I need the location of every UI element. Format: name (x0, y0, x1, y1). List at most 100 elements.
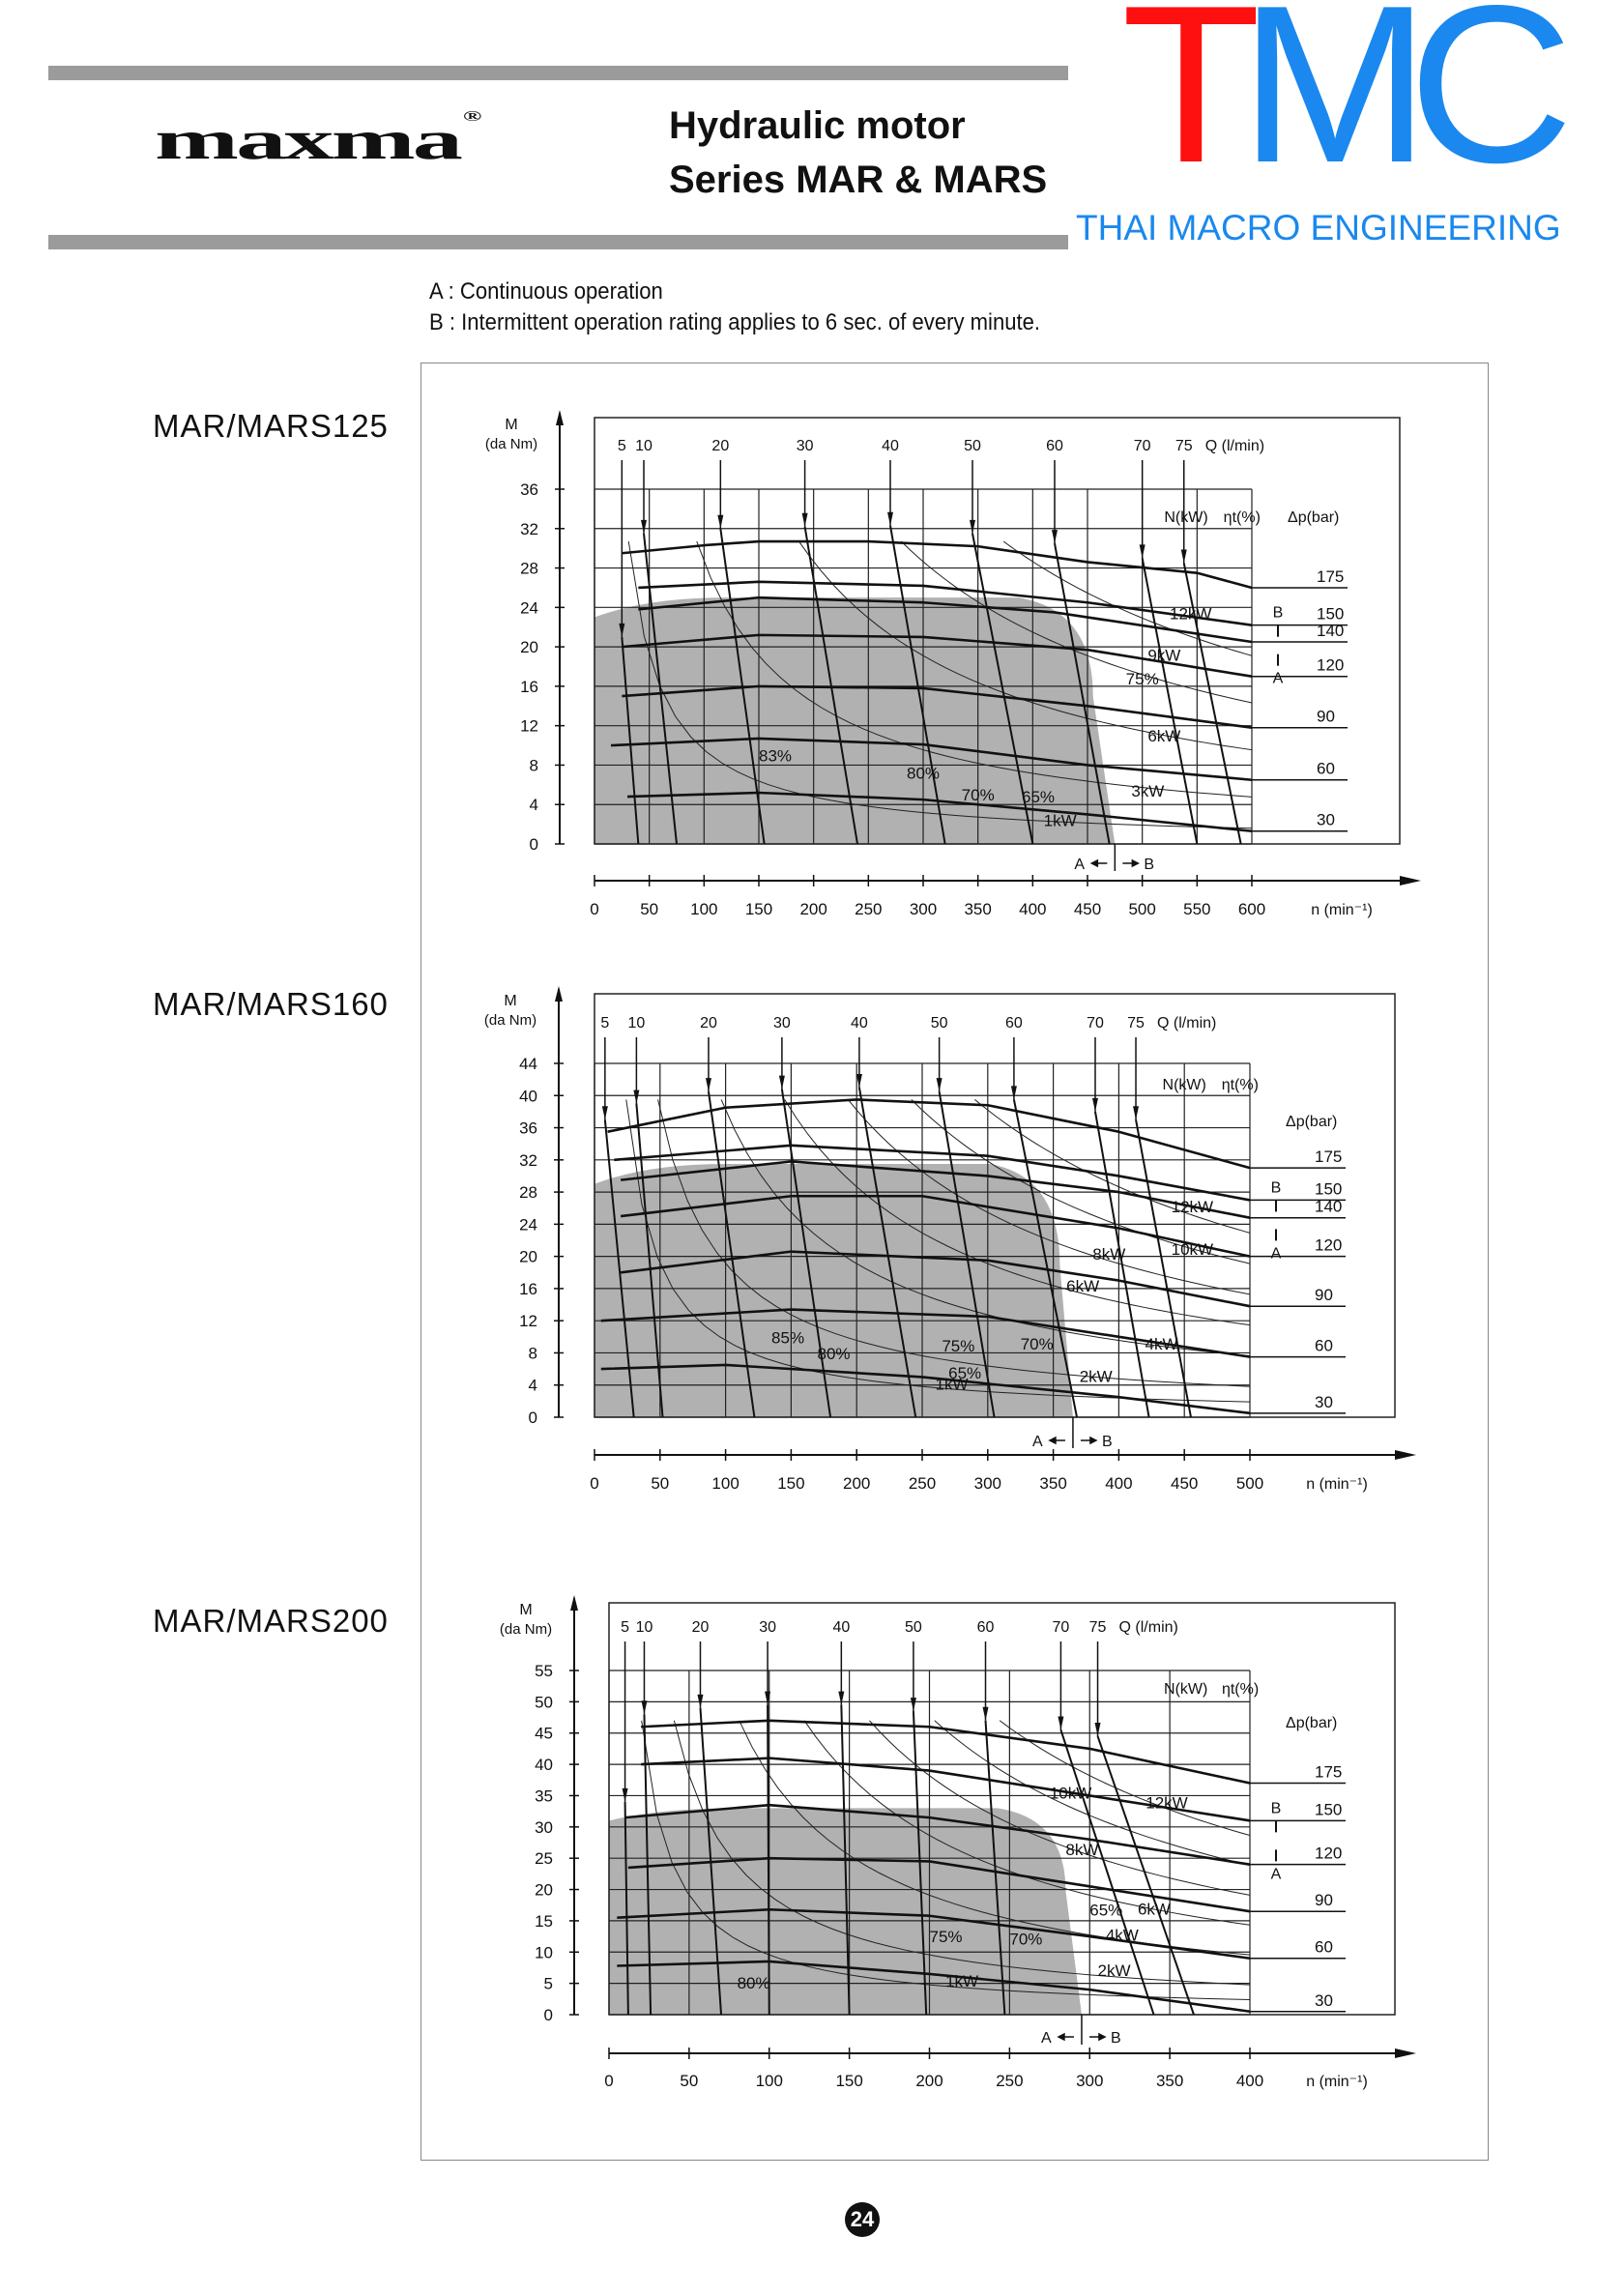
y-tick-label: 20 (520, 638, 538, 656)
y-tick-label: 15 (535, 1912, 553, 1931)
pressure-curve-120bar (620, 1194, 1251, 1258)
flow-arrow-icon (601, 1106, 608, 1120)
pressure-curve-30bar (600, 1363, 1251, 1415)
pressure-header: Δp(bar) (1286, 1715, 1337, 1731)
flow-line-10 (643, 1714, 652, 2016)
y-tick-label: 50 (535, 1693, 553, 1711)
flow-unit-label: Q (l/min) (1157, 1015, 1216, 1031)
flow-line-30 (767, 1704, 770, 2016)
flow-label: 75 (1127, 1015, 1145, 1031)
pressure-curve-150bar (638, 580, 1253, 626)
pressure-curve-175bar (622, 539, 1253, 590)
flow-line-20 (719, 528, 766, 845)
flow-label: 20 (711, 438, 729, 454)
y-tick-label: 0 (529, 1409, 537, 1427)
flow-unit-label: Q (l/min) (1205, 438, 1264, 454)
flow-label: 70 (1053, 1619, 1070, 1636)
y-tick-label: 5 (544, 1975, 553, 1993)
continuous-operation-region (594, 597, 1116, 844)
flow-label: 40 (851, 1015, 868, 1031)
x-tick-label: 0 (590, 900, 598, 918)
flow-arrow-icon (970, 519, 975, 534)
y-tick-label: 4 (530, 796, 538, 814)
flow-label: 30 (797, 438, 814, 454)
flow-arrow-icon (697, 1694, 704, 1708)
flow-arrow-icon (856, 1073, 862, 1088)
flow-line-60 (984, 1720, 1006, 2016)
x-tick-label: 250 (996, 2072, 1023, 2090)
annotation-label: 1kW (945, 1972, 978, 1990)
note-a: A : Continuous operation (429, 278, 663, 305)
chart-mar-mars160: 0 4 8 12 16 20 24 28 32 36 40 44 M (da Nm) 0 50 100 150 20… (484, 986, 1416, 1493)
header-top-bar (48, 66, 1068, 80)
annotation-label: 9kW (1147, 646, 1180, 664)
x-tick-label: 500 (1128, 900, 1155, 918)
annotation-label: 83% (759, 746, 792, 765)
annotation-label: 12kW (1170, 605, 1211, 624)
flow-label: 50 (964, 438, 981, 454)
pressure-label: 60 (1315, 1337, 1333, 1355)
pressure-label: 150 (1315, 1800, 1342, 1818)
arrow-left-icon (1089, 858, 1108, 868)
annotation-label: 75% (930, 1928, 963, 1946)
flow-label: 5 (621, 1619, 629, 1636)
y-axis-label: M (505, 417, 517, 433)
flow-arrow-icon (1133, 1106, 1140, 1120)
maxma-logo-text: maxma (155, 108, 463, 171)
flow-line-75 (1096, 1735, 1195, 2016)
flow-line-60 (1012, 1099, 1078, 1418)
annotation-label: 80% (907, 765, 940, 783)
annotation-label: 12kW (1146, 1793, 1187, 1812)
y-tick-label: 24 (519, 1215, 537, 1234)
flow-arrow-icon (982, 1706, 989, 1721)
x-tick-label: 600 (1238, 900, 1265, 918)
pressure-label: 175 (1315, 1148, 1342, 1166)
pressure-label: 60 (1317, 760, 1335, 778)
x-tick-label: 150 (777, 1474, 804, 1493)
flow-arrow-icon (910, 1698, 916, 1712)
x-tick-label: 250 (855, 900, 882, 918)
y-tick-label: 16 (519, 1280, 537, 1298)
y-tick-label: 45 (535, 1725, 553, 1743)
efficiency-header: ηt(%) (1224, 509, 1261, 526)
flow-line-50 (972, 533, 1034, 845)
flow-label: 50 (931, 1015, 948, 1031)
power-curve-10kw (911, 1099, 1250, 1264)
power-curve-2kw (673, 1720, 1250, 1986)
y-tick-label: 40 (535, 1756, 553, 1774)
x-tick-label: 250 (909, 1474, 936, 1493)
x-tick-label: 350 (1156, 2072, 1183, 2090)
flow-arrow-icon (641, 1700, 648, 1715)
a-label: A (1041, 2030, 1052, 2047)
pressure-label: 90 (1315, 1286, 1333, 1304)
flow-label: 30 (773, 1015, 791, 1031)
header-bottom-bar (48, 235, 1068, 249)
power-curve-8kw (869, 1720, 1250, 1896)
flow-label: 70 (1087, 1015, 1104, 1031)
annotation-label: 70% (1021, 1335, 1054, 1353)
flow-label: 50 (905, 1619, 922, 1636)
power-curve-10kw (934, 1720, 1250, 1866)
pressure-curve-120bar (622, 633, 1253, 678)
power-curve-2kw (657, 1099, 1250, 1387)
x-tick-label: 350 (1039, 1474, 1066, 1493)
annotation-label: 75% (942, 1337, 974, 1355)
annotation-label: 8kW (1092, 1245, 1125, 1264)
note-b: B : Intermittent operation rating applie… (429, 309, 1041, 335)
pressure-label: 140 (1315, 1198, 1342, 1216)
flow-label: 10 (636, 1619, 653, 1636)
annotation-label: 85% (771, 1328, 804, 1347)
y-tick-label: 20 (519, 1248, 537, 1266)
efficiency-header: ηt(%) (1222, 1681, 1259, 1698)
pressure-label: 120 (1315, 1845, 1342, 1863)
power-curve-4kw (720, 1099, 1250, 1356)
page-title-line2: Series MAR & MARS (669, 159, 1048, 201)
chart-title-mar200: MAR/MARS200 (153, 1603, 389, 1639)
flow-line-75 (1182, 563, 1242, 845)
y-axis-arrow-icon (570, 1595, 578, 1611)
flow-line-10 (635, 1103, 664, 1418)
x-tick-label: 0 (590, 1474, 598, 1493)
y-axis-unit: (da Nm) (500, 1621, 552, 1638)
y-tick-label: 16 (520, 678, 538, 696)
pressure-curve-60bar (600, 1308, 1251, 1358)
